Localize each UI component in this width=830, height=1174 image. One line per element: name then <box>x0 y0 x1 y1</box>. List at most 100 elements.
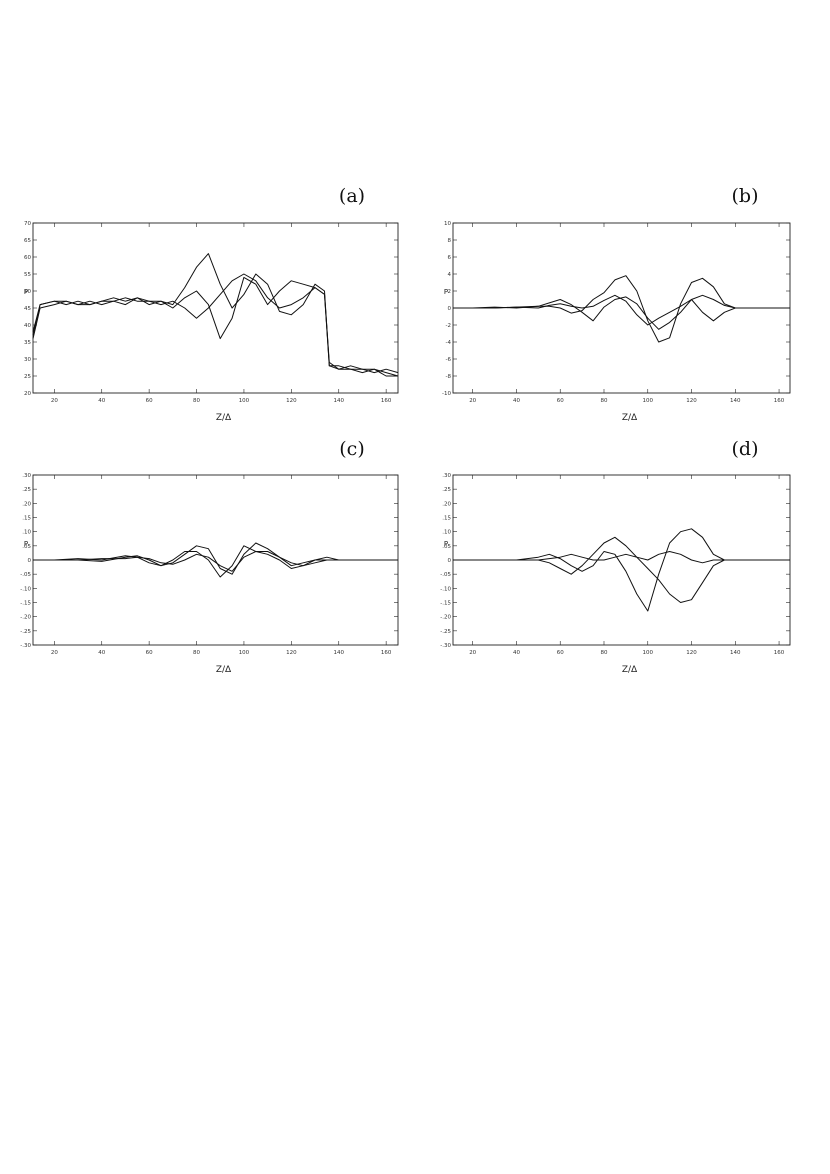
y-tick-label: .25 <box>442 487 451 493</box>
x-axis-label: Z/Δ <box>622 665 638 675</box>
x-axis-label: Z/Δ <box>216 413 232 423</box>
y-tick-label: .20 <box>22 501 31 507</box>
y-tick-label: -.10 <box>440 586 451 592</box>
y-tick-label: .30 <box>22 473 31 479</box>
y-axis-label: P <box>24 540 28 548</box>
panel-label: (d) <box>732 438 759 460</box>
y-tick-label: -.05 <box>440 572 451 578</box>
panel-label: (b) <box>732 185 759 207</box>
series-line <box>453 528 790 612</box>
x-tick-label: 140 <box>333 650 344 656</box>
y-axis-label: P <box>24 288 28 296</box>
x-tick-label: 60 <box>146 398 153 404</box>
y-tick-label: 60 <box>24 255 31 261</box>
x-tick-label: 60 <box>557 650 564 656</box>
x-tick-label: 120 <box>286 398 297 404</box>
x-tick-label: 140 <box>730 650 741 656</box>
y-tick-label: 8 <box>448 238 452 244</box>
x-tick-label: 20 <box>51 650 58 656</box>
y-tick-label: .30 <box>442 473 451 479</box>
y-tick-label: 20 <box>24 391 31 397</box>
y-tick-label: -4 <box>446 340 452 346</box>
series-line <box>32 273 399 374</box>
x-tick-label: 140 <box>333 398 344 404</box>
x-tick-label: 120 <box>686 398 697 404</box>
y-tick-label: 50 <box>24 289 31 295</box>
x-tick-label: 100 <box>239 650 250 656</box>
y-tick-label: .10 <box>22 530 31 536</box>
y-tick-label: .10 <box>442 530 451 536</box>
y-tick-label: 10 <box>444 221 451 227</box>
x-tick-label: 40 <box>98 650 105 656</box>
y-tick-label: -.30 <box>440 643 451 649</box>
series-line <box>453 551 790 564</box>
chart-panel: (d) 20 40 60 80 100 120 140 160 -.30 -.25 -.20 -.15 -… <box>440 438 791 675</box>
y-tick-label: 6 <box>448 255 452 261</box>
x-tick-label: 160 <box>774 650 785 656</box>
series-line <box>33 551 398 572</box>
y-tick-label: -.20 <box>440 615 451 621</box>
panel-label: (a) <box>339 185 365 207</box>
chart-panel: (b) 20 40 60 80 100 120 140 160 -10 -8 -6 -4 -2 0 2 4 6 8 1… <box>442 185 791 423</box>
chart-panel: (a) 20 40 60 80 100 120 140 160 20 25 30 35 40 45 50 55 6… <box>24 185 399 423</box>
series-line <box>32 253 399 377</box>
series-line <box>453 536 790 603</box>
x-tick-label: 20 <box>469 398 476 404</box>
x-axis-label: Z/Δ <box>622 413 638 423</box>
y-tick-label: 0 <box>28 558 32 564</box>
y-tick-label: -.10 <box>20 586 31 592</box>
y-tick-label: 70 <box>24 221 31 227</box>
y-tick-label: 40 <box>24 323 31 329</box>
series-line <box>32 276 398 377</box>
y-tick-label: -.05 <box>20 572 31 578</box>
x-tick-label: 40 <box>513 398 520 404</box>
x-tick-label: 20 <box>51 398 58 404</box>
x-tick-label: 80 <box>193 398 200 404</box>
x-tick-label: 40 <box>98 398 105 404</box>
y-tick-label: -.15 <box>20 601 31 607</box>
series-line <box>33 545 398 578</box>
y-tick-label: .20 <box>442 501 451 507</box>
y-tick-label: 0 <box>448 558 452 564</box>
y-tick-label: -6 <box>446 357 452 363</box>
y-tick-label: .05 <box>22 544 31 550</box>
y-tick-label: -.25 <box>20 629 31 635</box>
y-axis-label: P <box>444 288 448 296</box>
series-line <box>453 294 790 330</box>
x-tick-label: 100 <box>239 398 250 404</box>
series-line <box>453 275 790 343</box>
x-tick-label: 160 <box>774 398 785 404</box>
y-tick-label: 65 <box>24 238 31 244</box>
y-tick-label: -8 <box>446 374 452 380</box>
x-tick-label: 60 <box>146 650 153 656</box>
x-tick-label: 20 <box>469 650 476 656</box>
x-tick-label: 120 <box>686 650 697 656</box>
chart-panel: (c) 20 40 60 80 100 120 140 160 -.30 -.25 -.20 -.15 -… <box>20 438 399 675</box>
y-tick-label: -2 <box>446 323 451 329</box>
y-tick-label: .15 <box>22 516 31 522</box>
y-tick-label: .05 <box>442 544 451 550</box>
x-axis-label: Z/Δ <box>216 665 232 675</box>
y-tick-label: -10 <box>442 391 451 397</box>
x-tick-label: 80 <box>600 650 607 656</box>
y-tick-label: -.30 <box>20 643 31 649</box>
y-tick-label: -.25 <box>440 629 451 635</box>
y-tick-label: 4 <box>448 272 452 278</box>
series-line <box>453 294 790 326</box>
y-axis-label: P <box>444 540 448 548</box>
x-tick-label: 80 <box>600 398 607 404</box>
y-tick-label: .15 <box>442 516 451 522</box>
x-tick-label: 140 <box>730 398 741 404</box>
x-tick-label: 120 <box>286 650 297 656</box>
y-tick-label: -.15 <box>440 601 451 607</box>
x-tick-label: 160 <box>381 650 392 656</box>
x-tick-label: 100 <box>643 650 654 656</box>
x-tick-label: 160 <box>381 398 392 404</box>
x-tick-label: 100 <box>643 398 654 404</box>
y-tick-label: 30 <box>24 357 31 363</box>
y-tick-label: 2 <box>448 289 452 295</box>
y-tick-label: .25 <box>22 487 31 493</box>
y-tick-label: 55 <box>24 272 31 278</box>
y-tick-label: -.20 <box>20 615 31 621</box>
